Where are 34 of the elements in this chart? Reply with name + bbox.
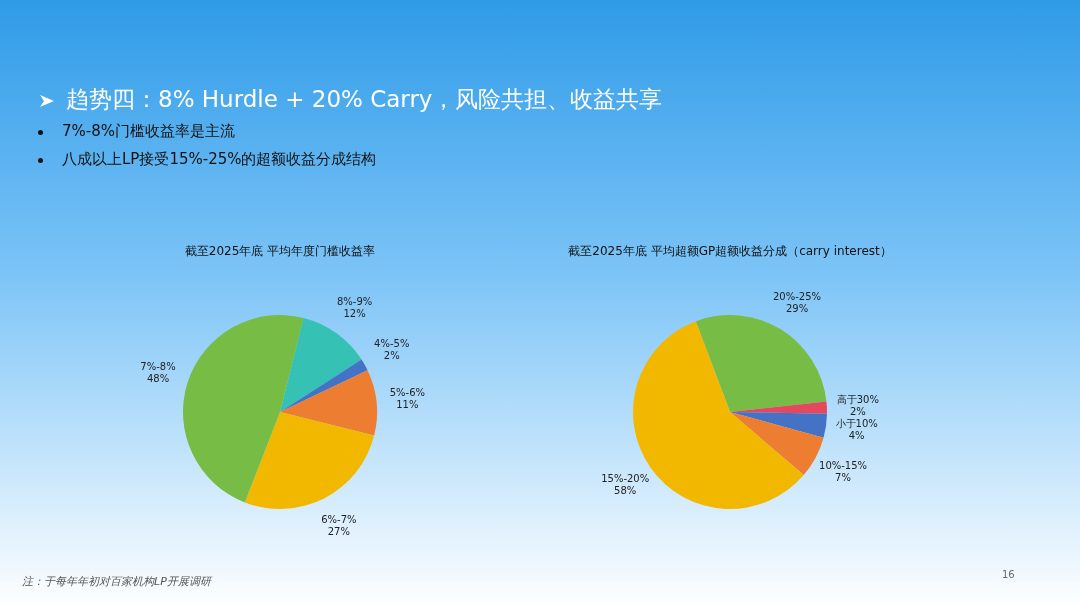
pie-slice <box>183 315 304 503</box>
pie-slice <box>730 412 827 438</box>
slice-label: 高于30% <box>836 394 879 406</box>
text: 注：于每年年初对百家机构LP开展调研 <box>22 574 211 589</box>
slice-label: 15%-20% <box>601 473 650 485</box>
text: 7%-8%门槛收益率是主流 <box>62 122 236 141</box>
pie-slice <box>280 317 362 412</box>
data-label: 29% <box>785 302 809 314</box>
data-label: 2% <box>849 406 866 418</box>
chart-title: 截至2025年底 平均年度门槛收益率 <box>184 244 376 258</box>
data-label: 58% <box>614 485 637 497</box>
text: 趋势四：8% Hurdle + 20% Carry，风险共担、收益共享 <box>66 85 663 114</box>
chart-title: 截至2025年底 平均超额GP超额收益分成（carry interest） <box>568 244 892 258</box>
pie-slice <box>695 315 827 412</box>
data-label: 48% <box>146 373 170 385</box>
data-label: 12% <box>343 307 366 319</box>
pie-slice <box>244 412 375 509</box>
pie-slice <box>280 370 377 436</box>
slice-label: 4%-5% <box>374 337 410 349</box>
slice-label: 8%-9% <box>336 295 373 307</box>
data-label: 27% <box>327 525 350 537</box>
pie-slice <box>280 359 368 412</box>
data-label: 7% <box>835 472 851 484</box>
slice-label: 6%-7% <box>321 513 357 525</box>
text: 八成以上LP接受15%-25%的超额收益分成结构 <box>62 150 377 169</box>
slice-label: 10%-15% <box>819 460 868 472</box>
data-label: 4% <box>848 430 865 442</box>
text: 16 <box>1002 569 1015 580</box>
slice-label: 7%-8% <box>140 361 176 373</box>
slice-label: 5%-6% <box>389 387 426 399</box>
data-label: 11% <box>396 399 419 411</box>
slice-label: 20%-25% <box>772 290 822 302</box>
slice-label: 小于10% <box>835 418 878 430</box>
data-label: 2% <box>383 349 400 361</box>
